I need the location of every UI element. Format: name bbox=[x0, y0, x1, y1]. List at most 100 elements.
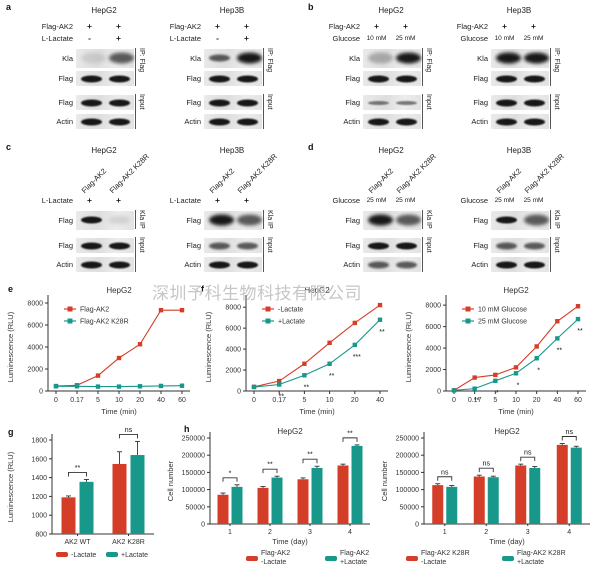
section-bracket: Input bbox=[550, 237, 564, 272]
blot-strip bbox=[491, 257, 549, 272]
legend-label: Flag-AK2 K28R bbox=[421, 550, 470, 557]
legend-label: Flag-AK2 bbox=[261, 550, 290, 557]
condition-value: + bbox=[116, 195, 121, 205]
condition-label: L-Lactate bbox=[169, 195, 201, 205]
blot-section: Kla Flag IP: Flag bbox=[31, 47, 155, 88]
condition-value: 10 mM bbox=[494, 34, 515, 42]
x-tick-label: 40 bbox=[157, 397, 165, 404]
x-tick-label: 20 bbox=[351, 397, 359, 404]
blot-band bbox=[496, 242, 517, 249]
legend-marker bbox=[106, 552, 118, 557]
blot-strip bbox=[204, 48, 262, 68]
y-tick-label: 1400 bbox=[31, 475, 47, 482]
panel-letter-c: c bbox=[6, 142, 12, 152]
blot-band bbox=[524, 118, 545, 125]
blot-band bbox=[368, 214, 393, 226]
blot-group-a-HepG2: HepG2 Flag-AK2 + + L-Lactate - + Kla Flag IP: Fla… bbox=[31, 6, 155, 136]
data-point bbox=[513, 365, 519, 370]
bracket-line bbox=[263, 210, 264, 229]
x-tick-label: 2 bbox=[268, 529, 272, 536]
data-point bbox=[534, 356, 539, 361]
y-tick-label: 200000 bbox=[396, 453, 419, 460]
chart-title: HepG2 bbox=[304, 286, 330, 295]
sig-label: *** bbox=[353, 354, 361, 361]
chart-f2: 0 2000 4000 6000 8000 0 0.17 5 10 20 40 60 HepG2 Lumi… bbox=[404, 286, 586, 416]
blot-row: Flag bbox=[318, 93, 442, 112]
blot-row: Flag bbox=[31, 69, 155, 88]
y-axis-label: Cell number bbox=[380, 460, 389, 501]
blot-band bbox=[524, 261, 545, 268]
condition-row: Glucose 25 mM 25 mM bbox=[446, 194, 570, 206]
bar bbox=[79, 481, 94, 534]
blot-row: Actin bbox=[159, 255, 283, 274]
data-point bbox=[377, 317, 383, 322]
condition-value: + bbox=[244, 21, 249, 31]
y-tick-label: 2000 bbox=[425, 367, 441, 374]
cell-line-title: HepG2 bbox=[378, 146, 404, 155]
condition-values: 10 mM 25 mM bbox=[362, 35, 420, 42]
blot-row: Actin bbox=[31, 112, 155, 131]
blot-strip bbox=[76, 48, 134, 68]
sig-bracket bbox=[302, 458, 318, 464]
blot-strip bbox=[491, 114, 549, 129]
condition-row: Flag-AK2 + + bbox=[31, 20, 155, 32]
blot-band bbox=[209, 54, 230, 62]
condition-value: + bbox=[502, 21, 507, 31]
bar bbox=[311, 467, 323, 524]
data-point bbox=[116, 355, 122, 361]
blot-strip bbox=[204, 114, 262, 129]
cell-line-title: HepG2 bbox=[91, 146, 117, 155]
legend-label: -Lactate bbox=[278, 307, 303, 314]
condition-values: + + bbox=[75, 195, 133, 205]
data-point bbox=[472, 386, 477, 391]
diagonal-lane-label: Flag-AK2 bbox=[79, 166, 109, 195]
blot-band bbox=[496, 118, 517, 125]
blot-row-label: Kla bbox=[62, 53, 73, 63]
blot-band bbox=[109, 261, 130, 268]
diagonal-lane-label: Flag-AK2 bbox=[494, 166, 524, 195]
data-point bbox=[555, 319, 560, 324]
bracket-line bbox=[422, 210, 423, 229]
bracket-label: IP: Flag bbox=[138, 48, 145, 73]
blot-section: Kla Flag IP: Flag bbox=[159, 47, 283, 88]
data-point bbox=[137, 342, 143, 347]
blot-section: Flag Actin Input bbox=[31, 236, 155, 274]
blot-band bbox=[209, 118, 230, 125]
blot-group-b-Hep3B: Hep3B Flag-AK2 + + Glucose 10 mM 25 mM Kla Flag I… bbox=[446, 6, 570, 136]
y-tick-label: 150000 bbox=[182, 470, 205, 477]
x-tick-label: 3 bbox=[308, 529, 312, 536]
data-point bbox=[302, 361, 307, 366]
section-bracket: Input bbox=[422, 94, 436, 129]
blot-band bbox=[209, 261, 230, 268]
blot-band bbox=[396, 118, 417, 125]
bar bbox=[61, 497, 76, 534]
condition-values: + + bbox=[203, 195, 261, 205]
condition-values: 25 mM 25 mM bbox=[362, 197, 420, 204]
x-tick-label: 10 bbox=[512, 397, 520, 404]
sig-label: ** bbox=[307, 452, 313, 459]
y-tick-label: 0 bbox=[39, 389, 43, 396]
blot-row-label: Kla bbox=[477, 53, 488, 63]
condition-label: Glucose bbox=[460, 195, 488, 205]
section-bracket: Input bbox=[135, 94, 149, 129]
legend-marker bbox=[406, 556, 418, 561]
x-tick-label: 0.17 bbox=[468, 397, 482, 404]
condition-value: + bbox=[215, 21, 220, 31]
bracket-line bbox=[550, 94, 551, 129]
blot-strip bbox=[76, 210, 134, 230]
condition-values: 25 mM 25 mM bbox=[490, 197, 548, 204]
blot-strip bbox=[491, 71, 549, 86]
y-axis-label: Luminescence (RLU) bbox=[404, 311, 413, 382]
data-point bbox=[74, 384, 80, 389]
blot-sections: Flag Kla IP Flag Actin Input bbox=[318, 209, 442, 274]
data-point bbox=[327, 361, 332, 366]
blot-band bbox=[496, 216, 517, 224]
blot-band bbox=[209, 242, 230, 249]
y-tick-label: 4000 bbox=[27, 345, 43, 352]
sig-label: ** bbox=[304, 384, 310, 391]
condition-value: 10 mM bbox=[366, 34, 387, 42]
data-point bbox=[377, 302, 383, 308]
bracket-line bbox=[263, 94, 264, 129]
blot-band bbox=[109, 99, 130, 106]
